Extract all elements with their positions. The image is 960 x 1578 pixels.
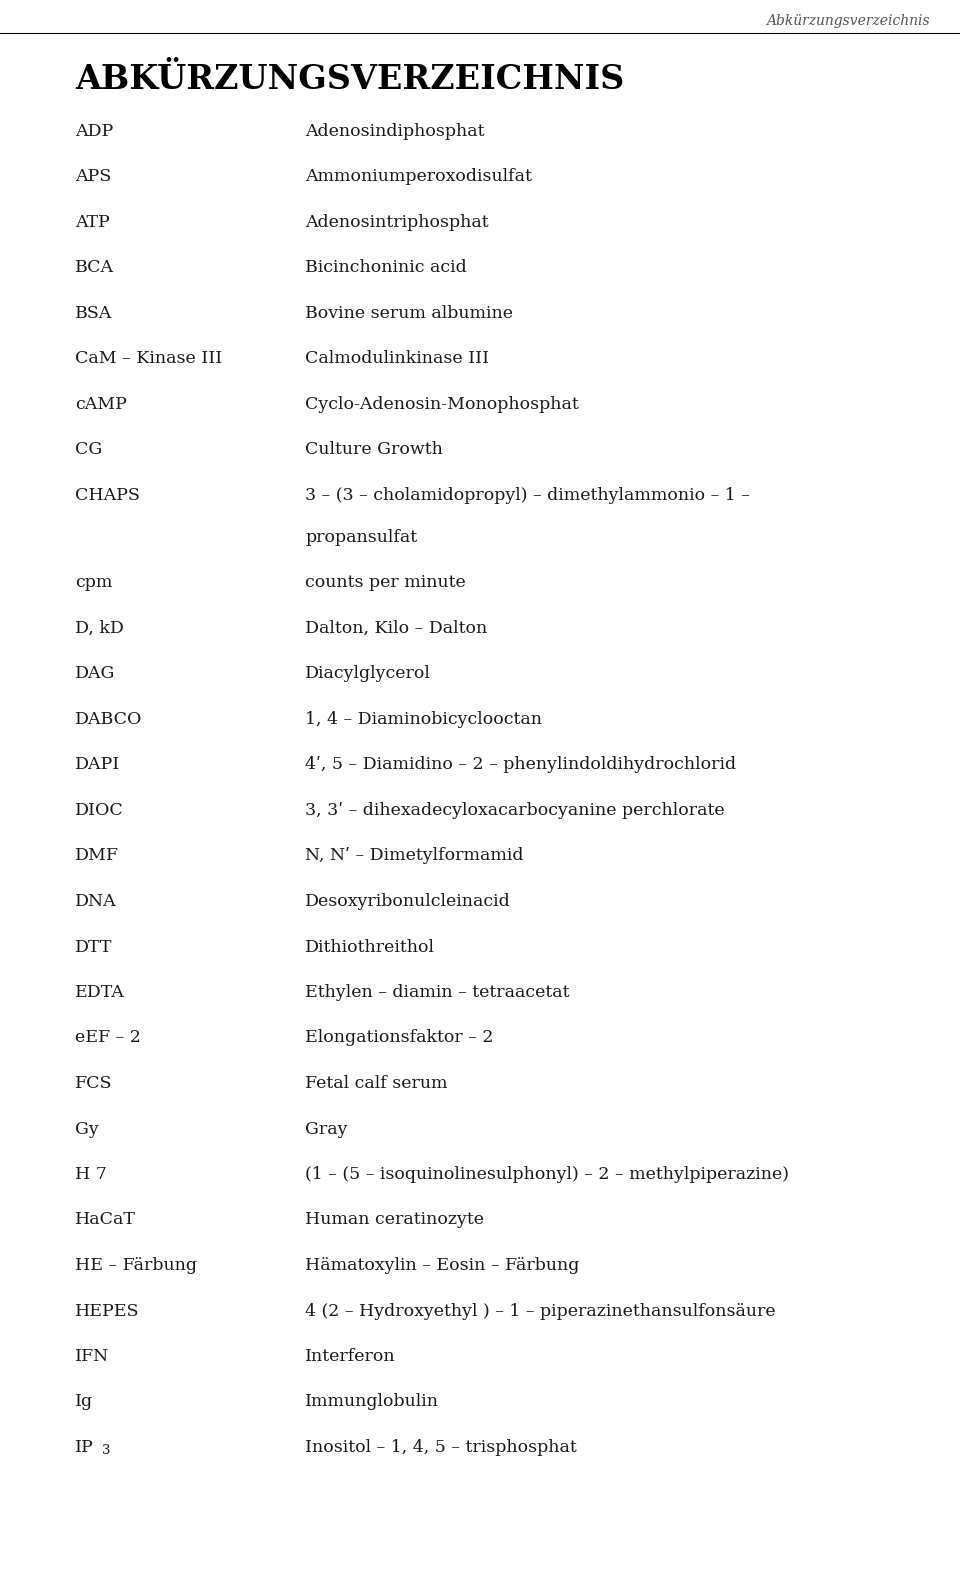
Text: Inositol – 1, 4, 5 – trisphosphat: Inositol – 1, 4, 5 – trisphosphat <box>305 1439 577 1456</box>
Text: Adenosindiphosphat: Adenosindiphosphat <box>305 123 485 140</box>
Text: Fetal calf serum: Fetal calf serum <box>305 1075 447 1092</box>
Text: CaM – Kinase III: CaM – Kinase III <box>75 350 223 368</box>
Text: Dalton, Kilo – Dalton: Dalton, Kilo – Dalton <box>305 620 488 638</box>
Text: 1, 4 – Diaminobicyclooctan: 1, 4 – Diaminobicyclooctan <box>305 712 542 727</box>
Text: Culture Growth: Culture Growth <box>305 442 443 459</box>
Text: DAG: DAG <box>75 666 115 683</box>
Text: Bicinchoninic acid: Bicinchoninic acid <box>305 259 467 276</box>
Text: D, kD: D, kD <box>75 620 124 638</box>
Text: EDTA: EDTA <box>75 985 125 1000</box>
Text: propansulfat: propansulfat <box>305 529 418 546</box>
Text: Ethylen – diamin – tetraacetat: Ethylen – diamin – tetraacetat <box>305 985 569 1000</box>
Text: Gy: Gy <box>75 1120 99 1138</box>
Text: DIOC: DIOC <box>75 802 124 819</box>
Text: Calmodulinkinase III: Calmodulinkinase III <box>305 350 490 368</box>
Text: ADP: ADP <box>75 123 113 140</box>
Text: Human ceratinozyte: Human ceratinozyte <box>305 1212 484 1229</box>
Text: Bovine serum albumine: Bovine serum albumine <box>305 305 513 322</box>
Text: FCS: FCS <box>75 1075 112 1092</box>
Text: DAPI: DAPI <box>75 756 120 773</box>
Text: 4ʹ, 5 – Diamidino – 2 – phenylindoldihydrochlorid: 4ʹ, 5 – Diamidino – 2 – phenylindoldihyd… <box>305 756 736 773</box>
Text: Adenosintriphosphat: Adenosintriphosphat <box>305 215 489 230</box>
Text: 3 – (3 – cholamidopropyl) – dimethylammonio – 1 –: 3 – (3 – cholamidopropyl) – dimethylammo… <box>305 488 750 503</box>
Text: HaCaT: HaCaT <box>75 1212 136 1229</box>
Text: Diacylglycerol: Diacylglycerol <box>305 666 431 683</box>
Text: CHAPS: CHAPS <box>75 488 140 503</box>
Text: IP: IP <box>75 1439 94 1456</box>
Text: CG: CG <box>75 442 103 459</box>
Text: DNA: DNA <box>75 893 116 911</box>
Text: Desoxyribonulcleinacid: Desoxyribonulcleinacid <box>305 893 511 911</box>
Text: HEPES: HEPES <box>75 1302 139 1319</box>
Text: (1 – (5 – isoquinolinesulphonyl) – 2 – methylpiperazine): (1 – (5 – isoquinolinesulphonyl) – 2 – m… <box>305 1166 789 1184</box>
Text: Hämatoxylin – Eosin – Färbung: Hämatoxylin – Eosin – Färbung <box>305 1258 580 1273</box>
Text: BCA: BCA <box>75 259 114 276</box>
Text: cAMP: cAMP <box>75 396 127 413</box>
Text: 3: 3 <box>102 1444 110 1458</box>
Text: IFN: IFN <box>75 1348 109 1365</box>
Text: Gray: Gray <box>305 1120 348 1138</box>
Text: eEF – 2: eEF – 2 <box>75 1029 141 1046</box>
Text: Elongationsfaktor – 2: Elongationsfaktor – 2 <box>305 1029 493 1046</box>
Text: counts per minute: counts per minute <box>305 574 466 592</box>
Text: APS: APS <box>75 169 111 186</box>
Text: Cyclo-Adenosin-Monophosphat: Cyclo-Adenosin-Monophosphat <box>305 396 579 413</box>
Text: Ammoniumperoxodisulfat: Ammoniumperoxodisulfat <box>305 169 532 186</box>
Text: ATP: ATP <box>75 215 109 230</box>
Text: N, Nʹ – Dimetylformamid: N, Nʹ – Dimetylformamid <box>305 847 523 865</box>
Text: HE – Färbung: HE – Färbung <box>75 1258 197 1273</box>
Text: DABCO: DABCO <box>75 712 142 727</box>
Text: 3, 3ʹ – dihexadecyloxacarbocyanine perchlorate: 3, 3ʹ – dihexadecyloxacarbocyanine perch… <box>305 802 725 819</box>
Text: Interferon: Interferon <box>305 1348 396 1365</box>
Text: ABKÜRZUNGSVERZEICHNIS: ABKÜRZUNGSVERZEICHNIS <box>75 63 624 96</box>
Text: Ig: Ig <box>75 1393 93 1411</box>
Text: 4 (2 – Hydroxyethyl ) – 1 – piperazinethansulfonsäure: 4 (2 – Hydroxyethyl ) – 1 – piperazineth… <box>305 1302 776 1319</box>
Text: Abkürzungsverzeichnis: Abkürzungsverzeichnis <box>766 14 930 28</box>
Text: Dithiothreithol: Dithiothreithol <box>305 939 435 956</box>
Text: cpm: cpm <box>75 574 112 592</box>
Text: Immunglobulin: Immunglobulin <box>305 1393 439 1411</box>
Text: H 7: H 7 <box>75 1166 107 1184</box>
Text: DTT: DTT <box>75 939 112 956</box>
Text: BSA: BSA <box>75 305 112 322</box>
Text: DMF: DMF <box>75 847 119 865</box>
